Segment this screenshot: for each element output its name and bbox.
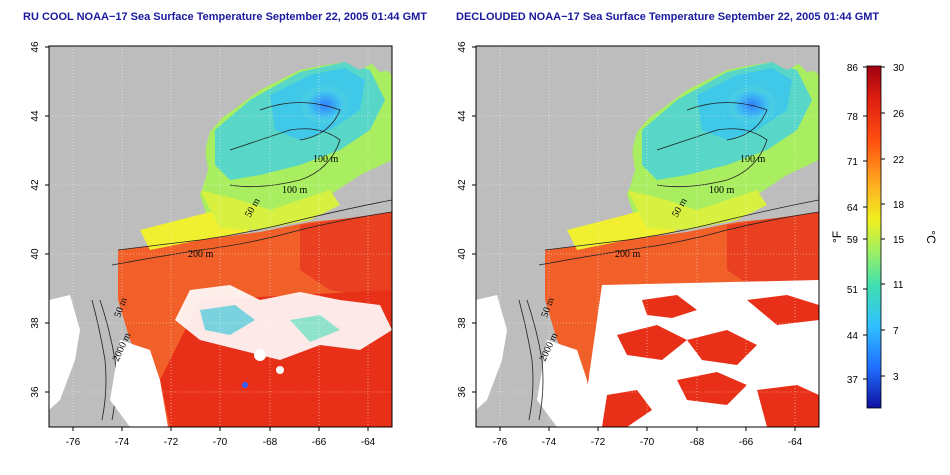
left-panel-title: RU COOL NOAA−17 Sea Surface Temperature … bbox=[23, 11, 428, 23]
lat-tick-label: 42 bbox=[457, 179, 468, 191]
lon-tick-label: -68 bbox=[690, 437, 705, 448]
right-lon-axis: -76 -74 -72 -70 -68 -66 -64 bbox=[493, 427, 803, 448]
right-map-panel: 100 m 100 m 50 m 200 m 50 m 2000 m bbox=[457, 41, 820, 448]
celsius-tick-label: 26 bbox=[893, 109, 905, 120]
lat-tick-label: 46 bbox=[457, 41, 468, 53]
lat-tick-label: 38 bbox=[457, 317, 468, 329]
right-panel-title: DECLOUDED NOAA−17 Sea Surface Temperatur… bbox=[456, 11, 880, 23]
lon-tick-label: -68 bbox=[263, 437, 278, 448]
lon-tick-label: -64 bbox=[361, 437, 376, 448]
lon-tick-label: -66 bbox=[739, 437, 754, 448]
fahrenheit-axis-label: °F bbox=[830, 231, 844, 243]
left-lat-axis: 46 44 42 40 38 36 bbox=[30, 41, 49, 398]
right-contour-label: 200 m bbox=[615, 249, 641, 260]
celsius-tick-label: 18 bbox=[893, 200, 905, 211]
colorbar-gradient bbox=[866, 65, 882, 409]
lon-tick-label: -72 bbox=[164, 437, 179, 448]
fahrenheit-tick-label: 59 bbox=[847, 235, 859, 246]
right-contour-label: 100 m bbox=[709, 185, 735, 196]
lat-tick-label: 36 bbox=[457, 386, 468, 398]
lon-tick-label: -70 bbox=[213, 437, 228, 448]
fahrenheit-tick-label: 44 bbox=[847, 331, 859, 342]
left-lon-axis: -76 -74 -72 -70 -68 -66 -64 bbox=[66, 427, 376, 448]
lat-tick-label: 40 bbox=[30, 248, 41, 260]
right-lat-axis: 46 44 42 40 38 36 bbox=[457, 41, 476, 398]
fahrenheit-tick-label: 37 bbox=[847, 375, 859, 386]
fahrenheit-tick-label: 71 bbox=[847, 157, 859, 168]
fahrenheit-tick-label: 64 bbox=[847, 203, 859, 214]
fahrenheit-scale: 86 78 71 64 59 51 44 37 °F bbox=[830, 63, 867, 386]
lon-tick-label: -66 bbox=[312, 437, 327, 448]
celsius-tick-label: 15 bbox=[893, 235, 905, 246]
right-sst-image: 100 m 100 m 50 m 200 m 50 m 2000 m bbox=[476, 46, 819, 427]
celsius-tick-label: 11 bbox=[893, 280, 904, 291]
fahrenheit-tick-label: 86 bbox=[847, 63, 859, 74]
fahrenheit-tick-label: 51 bbox=[847, 285, 859, 296]
fahrenheit-tick-label: 78 bbox=[847, 112, 859, 123]
celsius-scale: 30 26 22 18 15 11 7 3 °C bbox=[881, 63, 938, 383]
lat-tick-label: 38 bbox=[30, 317, 41, 329]
lat-tick-label: 36 bbox=[30, 386, 41, 398]
lon-tick-label: -64 bbox=[788, 437, 803, 448]
celsius-tick-label: 30 bbox=[893, 63, 905, 74]
left-contour-label: 100 m bbox=[313, 154, 339, 165]
right-contour-label: 100 m bbox=[740, 154, 766, 165]
lon-tick-label: -74 bbox=[115, 437, 130, 448]
celsius-axis-label: °C bbox=[924, 230, 938, 244]
lat-tick-label: 46 bbox=[30, 41, 41, 53]
celsius-tick-label: 3 bbox=[893, 372, 899, 383]
celsius-tick-label: 22 bbox=[893, 155, 905, 166]
lat-tick-label: 40 bbox=[457, 248, 468, 260]
lon-tick-label: -70 bbox=[640, 437, 655, 448]
left-sst-image: 100 m 100 m 50 m 200 m 50 m 2000 m bbox=[49, 46, 392, 427]
temperature-colorbar: 86 78 71 64 59 51 44 37 °F 30 26 22 18 1… bbox=[830, 63, 938, 409]
lat-tick-label: 42 bbox=[30, 179, 41, 191]
left-contour-label: 200 m bbox=[188, 249, 214, 260]
lon-tick-label: -74 bbox=[542, 437, 557, 448]
lat-tick-label: 44 bbox=[30, 110, 41, 122]
lon-tick-label: -76 bbox=[66, 437, 81, 448]
lon-tick-label: -76 bbox=[493, 437, 508, 448]
lat-tick-label: 44 bbox=[457, 110, 468, 122]
lon-tick-label: -72 bbox=[591, 437, 606, 448]
celsius-tick-label: 7 bbox=[893, 326, 899, 337]
left-map-panel: 100 m 100 m 50 m 200 m 50 m 2000 m bbox=[30, 41, 393, 448]
left-contour-label: 100 m bbox=[282, 185, 308, 196]
